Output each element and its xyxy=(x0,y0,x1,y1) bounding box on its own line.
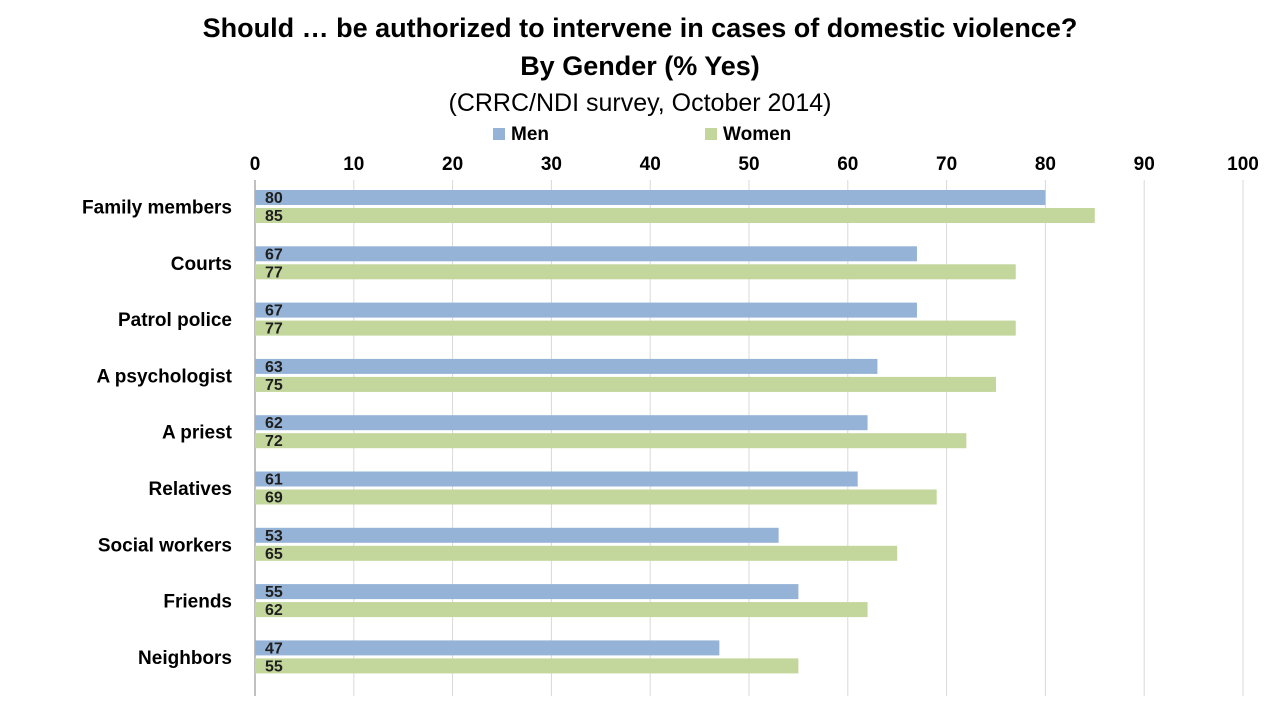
x-tick-label: 90 xyxy=(1134,154,1155,175)
category-label: Relatives xyxy=(149,479,232,500)
data-label: 61 xyxy=(265,472,283,489)
x-tick-label: 50 xyxy=(738,154,759,175)
data-label: 62 xyxy=(265,415,283,432)
legend-label: Women xyxy=(723,124,791,145)
data-label: 75 xyxy=(265,377,283,394)
x-tick-label: 20 xyxy=(442,154,463,175)
bar-women xyxy=(255,264,1016,280)
bar-women xyxy=(255,320,1016,336)
data-label: 55 xyxy=(265,584,283,601)
data-label: 67 xyxy=(265,246,283,263)
data-label: 47 xyxy=(265,640,283,657)
bar-women xyxy=(255,602,868,618)
category-label: Friends xyxy=(163,592,232,613)
category-label: Neighbors xyxy=(138,648,232,669)
data-label: 77 xyxy=(265,264,283,281)
bar-men xyxy=(255,640,720,656)
legend-swatch xyxy=(705,128,717,140)
bar-men xyxy=(255,358,878,374)
bar-men xyxy=(255,415,868,431)
data-label: 77 xyxy=(265,321,283,338)
data-label: 85 xyxy=(265,208,283,225)
x-tick-label: 40 xyxy=(640,154,661,175)
category-label: A psychologist xyxy=(97,366,233,387)
bar-men xyxy=(255,527,779,543)
bar-women xyxy=(255,376,996,392)
data-label: 55 xyxy=(265,658,283,675)
bar-men xyxy=(255,190,1046,205)
bar-men xyxy=(255,302,917,318)
legend-swatch xyxy=(493,128,505,140)
x-tick-label: 100 xyxy=(1227,154,1259,175)
bar-women xyxy=(255,545,898,561)
bar-women xyxy=(255,433,967,449)
data-label: 69 xyxy=(265,490,283,507)
bar-men xyxy=(255,471,858,487)
category-label: A priest xyxy=(162,423,233,444)
data-label: 65 xyxy=(265,546,283,563)
x-tick-label: 70 xyxy=(936,154,957,175)
x-tick-label: 60 xyxy=(837,154,858,175)
x-tick-label: 80 xyxy=(1035,154,1056,175)
category-label: Courts xyxy=(171,254,232,275)
category-label: Family members xyxy=(82,198,232,219)
x-tick-label: 10 xyxy=(343,154,364,175)
data-label: 72 xyxy=(265,433,283,450)
chart-source-note: (CRRC/NDI survey, October 2014) xyxy=(448,89,832,117)
data-label: 80 xyxy=(265,190,283,207)
data-label: 62 xyxy=(265,602,283,619)
data-label: 67 xyxy=(265,303,283,320)
bar-women xyxy=(255,658,799,674)
x-tick-label: 30 xyxy=(541,154,562,175)
legend-label: Men xyxy=(511,124,549,145)
bar-men xyxy=(255,246,917,262)
data-label: 53 xyxy=(265,528,283,545)
bar-men xyxy=(255,584,799,600)
category-label: Patrol police xyxy=(118,310,232,331)
data-label: 63 xyxy=(265,359,283,376)
category-label: Social workers xyxy=(98,535,232,556)
bar-women xyxy=(255,489,937,505)
bar-women xyxy=(255,208,1095,223)
x-tick-label: 0 xyxy=(250,154,261,175)
chart-subtitle: By Gender (% Yes) xyxy=(520,51,760,81)
chart-title: Should … be authorized to intervene in c… xyxy=(202,13,1078,43)
